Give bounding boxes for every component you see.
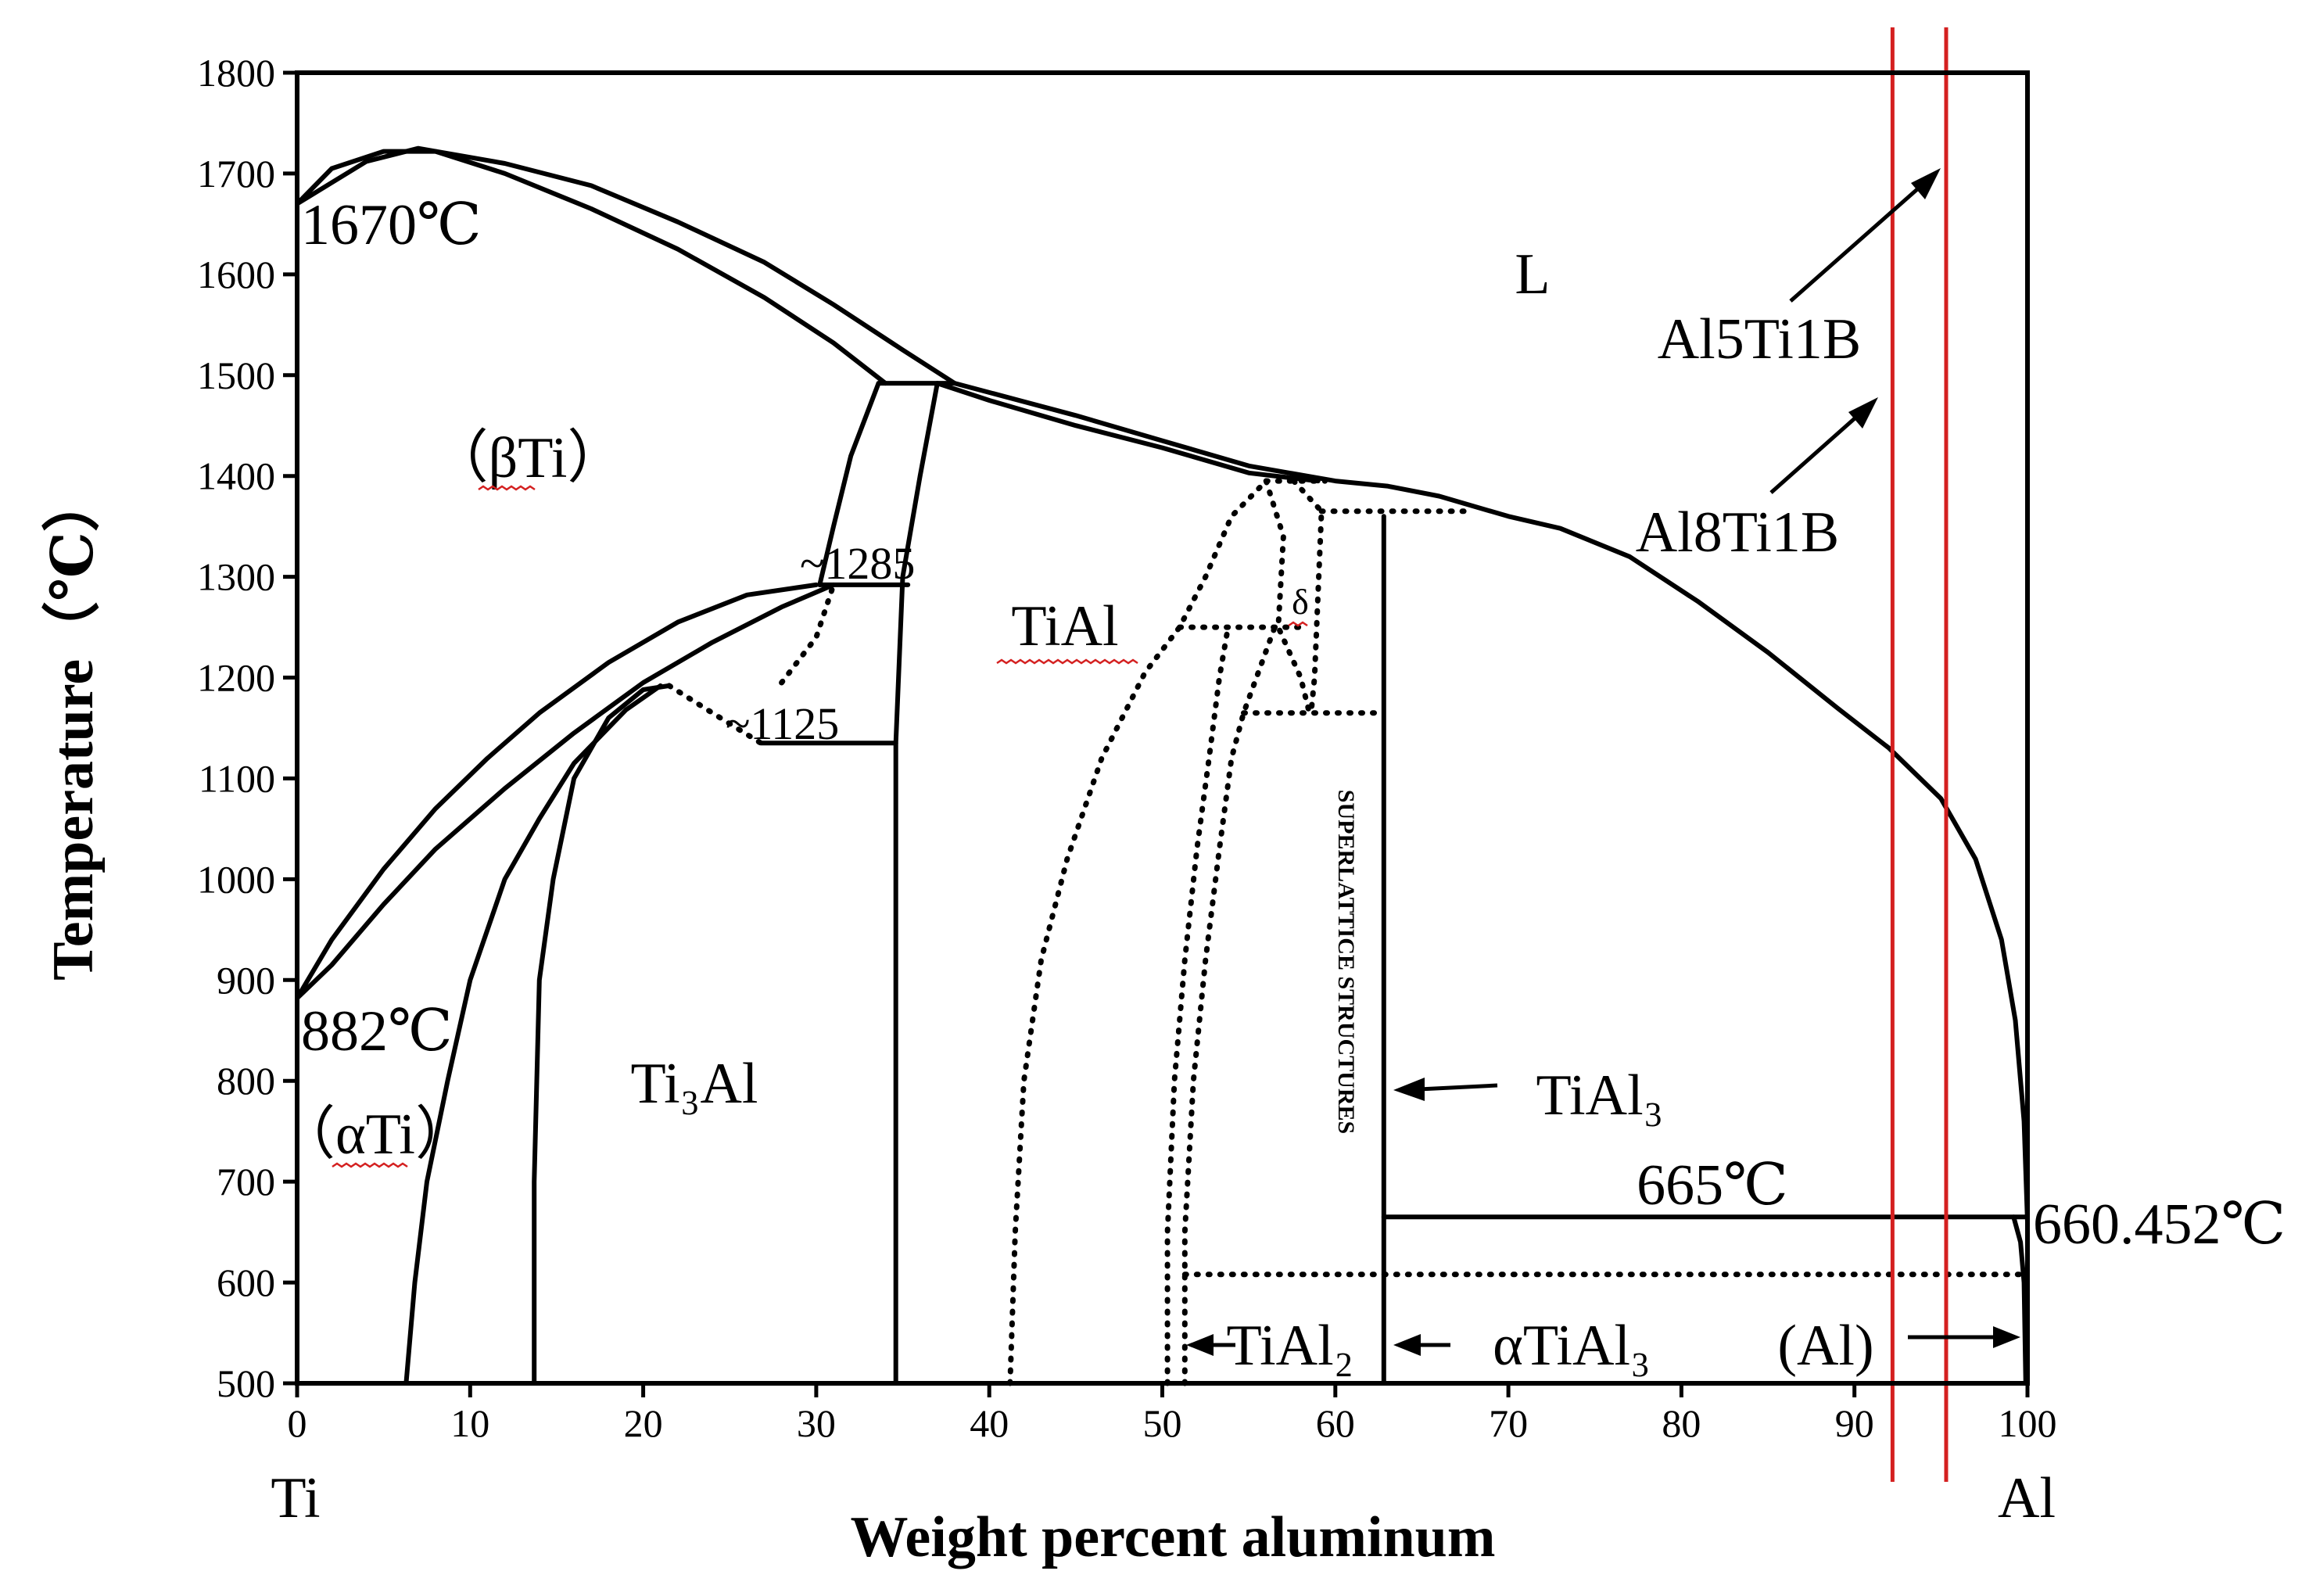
- label-1285: ~1285: [800, 538, 915, 589]
- y-tick-label: 500: [217, 1361, 275, 1405]
- x-tick-label: 80: [1662, 1401, 1701, 1445]
- tial3-arrowhead: [1393, 1078, 1425, 1101]
- y-tick-label: 600: [217, 1261, 275, 1304]
- liquid-label: L: [1515, 242, 1550, 307]
- alpha-tial3-arrowhead: [1393, 1334, 1421, 1356]
- al8ti1b-label: Al8Ti1B: [1636, 500, 1840, 565]
- boundary-tial2-right: [1181, 624, 1278, 1386]
- alpha-tial3-label: αTiAl₃: [1493, 1314, 1651, 1378]
- y-axis-title: Temperature（℃）: [41, 474, 106, 981]
- squiggle-delta: [1288, 621, 1308, 627]
- y-tick-label: 1000: [197, 857, 275, 901]
- boundary-solidus-region: [295, 145, 957, 386]
- y-tick-label: 900: [217, 958, 275, 1002]
- tial3-label: TiAl₃: [1536, 1063, 1664, 1128]
- phase-boundaries: [295, 145, 2031, 1386]
- y-tick-label: 1600: [197, 253, 275, 296]
- tial2-label: TiAl₂: [1227, 1314, 1354, 1378]
- x-tick-label: 20: [624, 1401, 663, 1445]
- boundary-alpha2-dotted-upper: [779, 582, 837, 686]
- al5ti1b-label: Al5Ti1B: [1658, 307, 1862, 371]
- al8ti1b-arrowhead: [1848, 397, 1878, 429]
- squiggle-alpha-ti: [332, 1162, 408, 1168]
- x-tick-label: 30: [797, 1401, 836, 1445]
- tial-label: TiAl: [1011, 594, 1118, 658]
- boundary-beta-alpha-beta-boundary: [817, 381, 881, 587]
- composition-markers: [1890, 27, 1949, 1482]
- al-end-label: Al: [1998, 1466, 2056, 1530]
- boundary-tial-upper-boundary: [934, 381, 1321, 484]
- boundary-liquidus-tial-to-al: [952, 381, 2030, 1225]
- al5ti1b-arrow: [1789, 182, 1925, 303]
- x-tick-label: 100: [1999, 1401, 2057, 1445]
- al-melting-label: 660.452℃: [2033, 1193, 2286, 1257]
- x-tick-label: 90: [1835, 1401, 1874, 1445]
- y-ticks: 500 600 700 800 900 1000 1100 1200 1300 1400 1500 1…: [197, 51, 297, 1405]
- y-tick-label: 1800: [197, 51, 275, 95]
- x-ticks: 0 10 20 30 40 50 60 70 80 90 100: [288, 1383, 2057, 1445]
- x-tick-label: 0: [288, 1401, 307, 1445]
- al-solid-label: (Al): [1777, 1314, 1873, 1378]
- boundary-beta-transus: [295, 582, 819, 1001]
- ti-transition-label: 882℃: [301, 999, 453, 1063]
- beta-ti-label: （βTi）: [431, 426, 626, 490]
- label-665: 665℃: [1637, 1153, 1788, 1218]
- y-tick-label: 1300: [197, 555, 275, 599]
- squiggle-beta-ti: [478, 485, 536, 491]
- boundary-delta-left: [1263, 478, 1313, 716]
- x-tick-label: 50: [1143, 1401, 1182, 1445]
- boundary-ti3al-tial-boundary: [893, 381, 940, 1386]
- al5ti1b-arrowhead: [1911, 168, 1941, 199]
- spellcheck-underlines: [332, 485, 1308, 1168]
- y-tick-label: 800: [217, 1059, 275, 1103]
- annotation-arrows: [1186, 168, 2020, 1356]
- y-tick-label: 1100: [199, 756, 275, 800]
- boundary-ti3al-left-boundary: [532, 683, 672, 1386]
- alpha-ti-label: （αTi）: [278, 1103, 473, 1167]
- x-tick-label: 60: [1316, 1401, 1355, 1445]
- boundary-al-solvus: [2011, 1214, 2028, 1386]
- label-1125: ~1125: [726, 698, 839, 749]
- y-tick-label: 1500: [197, 353, 275, 397]
- y-tick-label: 1400: [197, 454, 275, 498]
- squiggle-tial: [996, 658, 1138, 665]
- boundary-delta-right: [1291, 478, 1325, 716]
- boundary-alpha-boundary: [295, 582, 836, 1001]
- ti3al-label: Ti₃Al: [631, 1052, 758, 1116]
- ti-end-label: Ti: [271, 1466, 320, 1530]
- boundary-alpha2-dotted: [666, 683, 764, 746]
- delta-label: δ: [1292, 582, 1309, 622]
- y-tick-label: 1700: [197, 152, 275, 195]
- x-tick-label: 40: [970, 1401, 1009, 1445]
- x-axis-title: Weight percent aluminum: [851, 1505, 1496, 1569]
- tial3-arrow: [1418, 1083, 1498, 1092]
- ti-melting-label: 1670℃: [301, 193, 482, 257]
- boundary-tial-right-boundary: [1007, 478, 1269, 1386]
- x-tick-label: 70: [1489, 1401, 1528, 1445]
- y-tick-label: 700: [217, 1160, 275, 1203]
- y-tick-label: 1200: [197, 656, 275, 700]
- tial2-arrowhead: [1186, 1334, 1214, 1356]
- al-solid-arrowhead: [1993, 1326, 2020, 1348]
- x-tick-label: 10: [450, 1401, 489, 1445]
- boundary-liquidus-region: [295, 149, 888, 386]
- al8ti1b-arrow: [1769, 411, 1862, 494]
- boundary-tial2-left: [1164, 624, 1231, 1386]
- superlattice-label: SUPERLATTICE STRUCTURES: [1333, 790, 1359, 1134]
